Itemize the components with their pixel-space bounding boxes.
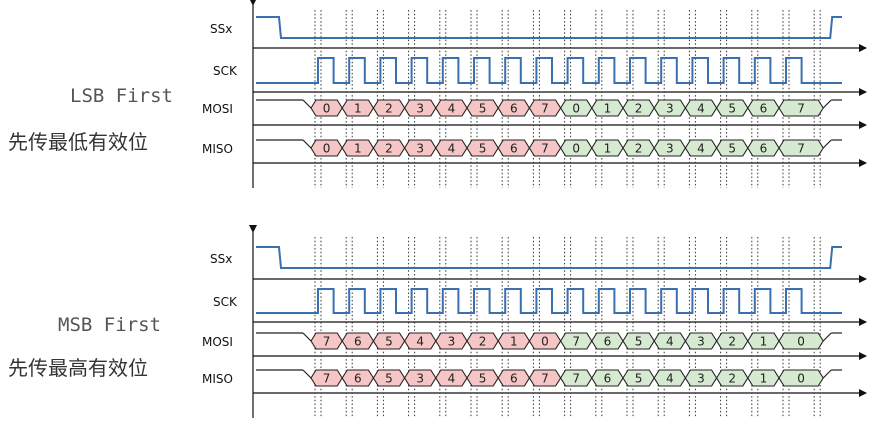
mosi-idle-left-slope	[302, 99, 312, 109]
miso-bit-cell	[778, 369, 824, 387]
mosi-bit-label: 6	[354, 335, 362, 349]
miso-bit-label: 6	[760, 142, 768, 156]
miso-bit-label: 3	[416, 142, 424, 156]
signal-label-mosi: MOSI	[202, 102, 233, 116]
mosi-bit-label: 6	[760, 102, 768, 116]
mosi-bit-label: 3	[666, 102, 674, 116]
lsb-title: LSB First	[70, 85, 173, 107]
ssx-waveform	[256, 16, 842, 39]
msb-subtitle: 先传最高有效位	[8, 356, 148, 380]
mosi-bit-label: 0	[541, 335, 549, 349]
miso-bit-label: 6	[604, 372, 612, 386]
miso-idle-left-slope	[302, 139, 312, 149]
miso-bit-label: 3	[666, 142, 674, 156]
mosi-bit-label: 2	[385, 102, 393, 116]
miso-bit-cell	[778, 139, 824, 157]
mosi-bit-label: 0	[797, 335, 805, 349]
signal-label-miso: MISO	[202, 142, 233, 156]
miso-bit-label: 5	[635, 372, 643, 386]
ssx-waveform	[256, 246, 842, 269]
mosi-idle-right-slope	[822, 332, 832, 342]
msb-first-panel: SSx SCK MOSI MISO 7 6 5 4 3 2 1 0 7 6 5 4 3 2 1 0 7 6 5 3 4 5 6 7 7 6…	[202, 225, 867, 418]
mosi-bit-label: 0	[572, 102, 580, 116]
mosi-bit-label: 6	[604, 335, 612, 349]
miso-bit-label: 5	[385, 372, 393, 386]
miso-bit-label: 1	[354, 142, 362, 156]
mosi-bit-label: 1	[760, 335, 768, 349]
mosi-bit-label: 2	[728, 335, 736, 349]
miso-bit-label: 7	[541, 372, 549, 386]
miso-bit-label: 7	[541, 142, 549, 156]
signal-label-sck: SCK	[213, 64, 238, 78]
lsb-subtitle: 先传最低有效位	[8, 130, 148, 154]
miso-bit-label: 0	[572, 142, 580, 156]
lsb-first-panel: SSx SCK MOSI MISO 0 1 2 3 4 5 6 7 0 1 2 3 4 5 6 7 0 1 2 3 4 5 6 7 0 1…	[202, 0, 867, 188]
mosi-bit-label: 7	[323, 335, 331, 349]
mosi-bit-label: 2	[635, 102, 643, 116]
mosi-bit-label: 4	[666, 335, 674, 349]
signal-label-sck: SCK	[213, 295, 238, 309]
mosi-idle-left-slope	[302, 332, 312, 342]
mosi-bit-label: 7	[797, 102, 805, 116]
miso-bit-label: 7	[797, 142, 805, 156]
signal-label-miso: MISO	[202, 372, 233, 386]
signal-label-ssx: SSx	[210, 252, 232, 266]
miso-bit-label: 3	[697, 372, 705, 386]
miso-bit-label: 5	[479, 372, 487, 386]
mosi-bit-label: 3	[697, 335, 705, 349]
mosi-bit-label: 5	[385, 335, 393, 349]
miso-idle-left-slope	[302, 369, 312, 379]
mosi-bit-cell	[778, 332, 824, 350]
mosi-bit-label: 3	[448, 335, 456, 349]
miso-bit-label: 4	[666, 372, 674, 386]
msb-title: MSB First	[58, 314, 161, 336]
mosi-bit-label: 6	[510, 102, 518, 116]
miso-bit-label: 2	[385, 142, 393, 156]
miso-bit-label: 3	[416, 372, 424, 386]
mosi-bit-cell	[778, 99, 824, 117]
miso-bit-label: 0	[797, 372, 805, 386]
miso-bit-label: 4	[448, 372, 456, 386]
miso-bit-label: 5	[479, 142, 487, 156]
mosi-bit-label: 2	[479, 335, 487, 349]
miso-bit-label: 4	[697, 142, 705, 156]
miso-bit-label: 7	[323, 372, 331, 386]
mosi-bit-label: 7	[572, 335, 580, 349]
mosi-bit-label: 1	[604, 102, 612, 116]
miso-bit-label: 1	[760, 372, 768, 386]
mosi-bit-label: 4	[448, 102, 456, 116]
mosi-bit-label: 7	[541, 102, 549, 116]
miso-bit-label: 6	[510, 372, 518, 386]
signal-label-mosi: MOSI	[202, 335, 233, 349]
mosi-bit-label: 3	[416, 102, 424, 116]
miso-bit-label: 2	[728, 372, 736, 386]
mosi-bit-label: 5	[635, 335, 643, 349]
sck-waveform	[256, 57, 842, 84]
mosi-bit-label: 0	[323, 102, 331, 116]
mosi-bit-label: 1	[510, 335, 518, 349]
sck-waveform	[256, 288, 842, 314]
signal-label-ssx: SSx	[210, 22, 232, 36]
mosi-bit-label: 1	[354, 102, 362, 116]
miso-bit-label: 7	[572, 372, 580, 386]
miso-bit-label: 1	[604, 142, 612, 156]
miso-bit-label: 0	[323, 142, 331, 156]
miso-bit-label: 4	[448, 142, 456, 156]
mosi-bit-label: 4	[416, 335, 424, 349]
miso-idle-right-slope	[822, 369, 832, 379]
miso-bit-label: 5	[728, 142, 736, 156]
miso-idle-right-slope	[822, 139, 832, 149]
mosi-bit-label: 4	[697, 102, 705, 116]
mosi-bit-label: 5	[728, 102, 736, 116]
miso-bit-label: 6	[354, 372, 362, 386]
mosi-idle-right-slope	[822, 99, 832, 109]
mosi-bit-label: 5	[479, 102, 487, 116]
miso-bit-label: 2	[635, 142, 643, 156]
miso-bit-label: 6	[510, 142, 518, 156]
